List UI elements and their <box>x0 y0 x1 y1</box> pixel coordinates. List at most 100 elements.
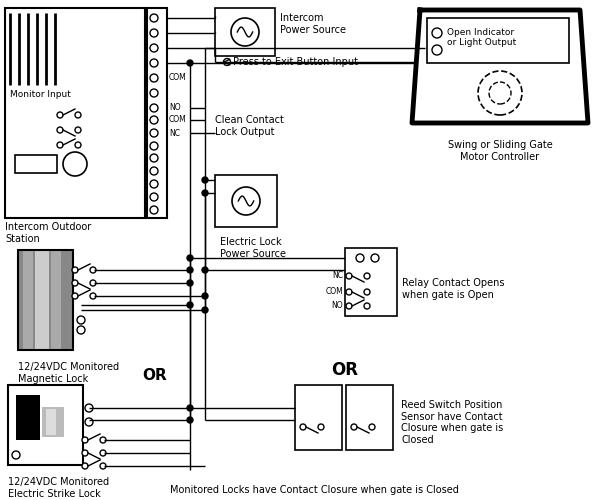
Circle shape <box>364 289 370 295</box>
Circle shape <box>57 142 63 148</box>
Bar <box>18 250 73 350</box>
Circle shape <box>150 167 158 175</box>
Circle shape <box>187 280 193 286</box>
Circle shape <box>231 18 259 46</box>
Bar <box>16 395 40 440</box>
Circle shape <box>369 424 375 430</box>
Circle shape <box>82 463 88 469</box>
Bar <box>345 248 397 316</box>
Circle shape <box>202 307 208 313</box>
Text: Clean Contact
Lock Output: Clean Contact Lock Output <box>215 115 284 136</box>
Bar <box>15 155 57 173</box>
Bar <box>427 18 569 63</box>
Bar <box>51 250 61 350</box>
Circle shape <box>432 28 442 38</box>
Circle shape <box>90 280 96 286</box>
Circle shape <box>489 82 511 104</box>
Text: Monitored Locks have Contact Closure when gate is Closed: Monitored Locks have Contact Closure whe… <box>170 485 459 495</box>
Circle shape <box>300 424 306 430</box>
Circle shape <box>371 254 379 262</box>
Circle shape <box>90 293 96 299</box>
Text: Open Indicator
or Light Output: Open Indicator or Light Output <box>447 28 516 48</box>
Text: NC: NC <box>332 270 343 280</box>
Circle shape <box>72 267 78 273</box>
Text: Intercom
Power Source: Intercom Power Source <box>280 13 346 34</box>
Circle shape <box>432 45 442 55</box>
Circle shape <box>318 424 324 430</box>
Circle shape <box>150 154 158 162</box>
Circle shape <box>202 293 208 299</box>
Bar <box>18 250 73 350</box>
Circle shape <box>150 59 158 67</box>
Circle shape <box>364 303 370 309</box>
Text: Press to Exit Button Input: Press to Exit Button Input <box>233 57 358 67</box>
Circle shape <box>150 14 158 22</box>
Circle shape <box>202 267 208 273</box>
Text: COM: COM <box>169 116 187 124</box>
Circle shape <box>90 267 96 273</box>
Circle shape <box>187 302 193 308</box>
Circle shape <box>202 177 208 183</box>
Text: NO: NO <box>169 104 181 112</box>
Bar <box>215 175 277 227</box>
Circle shape <box>100 450 106 456</box>
Circle shape <box>12 451 20 459</box>
Text: Reed Switch Position
Sensor have Contact
Closure when gate is
Closed: Reed Switch Position Sensor have Contact… <box>401 400 503 445</box>
Text: Intercom Outdoor
Station: Intercom Outdoor Station <box>5 222 91 244</box>
Text: 12/24VDC Monitored
Electric Strike Lock: 12/24VDC Monitored Electric Strike Lock <box>8 477 109 498</box>
Circle shape <box>187 255 193 261</box>
Text: COM: COM <box>325 288 343 296</box>
Circle shape <box>150 116 158 124</box>
Bar <box>147 8 167 218</box>
Text: COM: COM <box>169 74 187 82</box>
Circle shape <box>150 193 158 201</box>
Bar <box>42 407 64 437</box>
Circle shape <box>187 417 193 423</box>
Text: NC: NC <box>169 128 180 138</box>
Circle shape <box>150 74 158 82</box>
Circle shape <box>356 254 364 262</box>
Text: 12/24VDC Monitored
Magnetic Lock: 12/24VDC Monitored Magnetic Lock <box>18 362 119 384</box>
Circle shape <box>82 437 88 443</box>
Circle shape <box>351 424 357 430</box>
Bar <box>346 385 393 450</box>
Circle shape <box>346 273 352 279</box>
Circle shape <box>364 273 370 279</box>
Circle shape <box>346 303 352 309</box>
Circle shape <box>150 44 158 52</box>
Circle shape <box>57 127 63 133</box>
Circle shape <box>150 89 158 97</box>
Circle shape <box>72 280 78 286</box>
Text: Swing or Sliding Gate
Motor Controller: Swing or Sliding Gate Motor Controller <box>448 140 552 162</box>
Text: OR: OR <box>142 368 167 382</box>
Circle shape <box>75 112 81 118</box>
Bar <box>8 385 83 465</box>
Bar <box>5 8 145 218</box>
Circle shape <box>100 463 106 469</box>
Circle shape <box>85 418 93 426</box>
Text: Relay Contact Opens
when gate is Open: Relay Contact Opens when gate is Open <box>402 278 504 299</box>
Circle shape <box>150 29 158 37</box>
Text: Electric Lock
Power Source: Electric Lock Power Source <box>220 237 286 258</box>
Text: OR: OR <box>331 361 359 379</box>
Circle shape <box>75 142 81 148</box>
Circle shape <box>57 112 63 118</box>
Circle shape <box>150 104 158 112</box>
Circle shape <box>72 293 78 299</box>
Text: NO: NO <box>331 302 343 310</box>
Circle shape <box>75 127 81 133</box>
Circle shape <box>187 405 193 411</box>
Circle shape <box>150 129 158 137</box>
Circle shape <box>478 71 522 115</box>
Circle shape <box>232 187 260 215</box>
Circle shape <box>100 437 106 443</box>
Bar <box>35 250 49 350</box>
Circle shape <box>346 289 352 295</box>
Circle shape <box>202 190 208 196</box>
Circle shape <box>187 60 193 66</box>
Bar <box>295 385 342 450</box>
Circle shape <box>150 180 158 188</box>
Circle shape <box>150 142 158 150</box>
Circle shape <box>82 450 88 456</box>
Circle shape <box>85 404 93 412</box>
